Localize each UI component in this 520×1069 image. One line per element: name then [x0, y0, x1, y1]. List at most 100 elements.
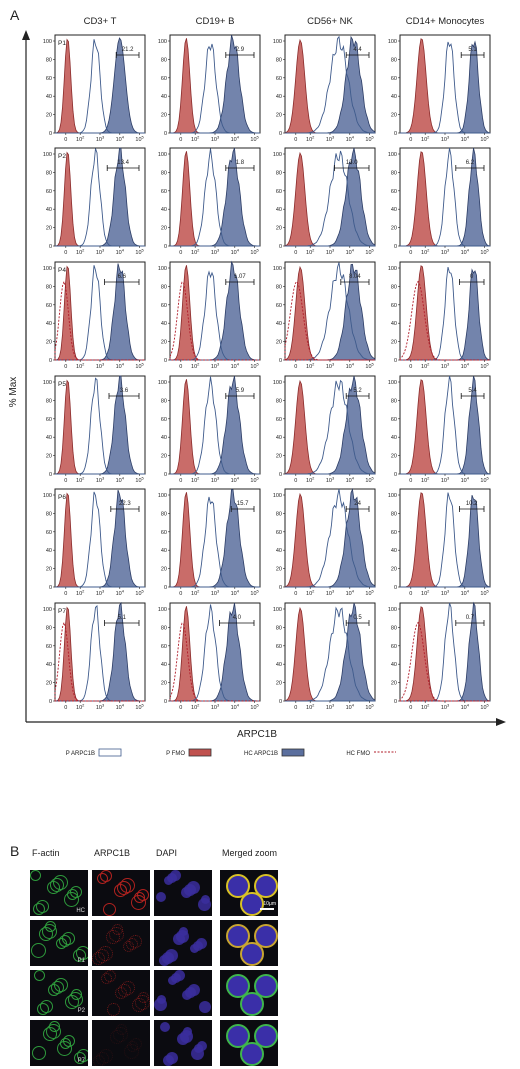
legend-label: HC FMO — [346, 751, 370, 757]
y-tick-label: 60 — [46, 530, 52, 536]
x-axis-label: ARPC1B — [237, 729, 277, 740]
p-arpc1b-histogram — [400, 147, 490, 247]
y-tick-label: 80 — [276, 284, 282, 290]
y-tick-label: 40 — [161, 548, 167, 554]
y-tick-label: 20 — [46, 340, 52, 346]
y-tick-label: 20 — [391, 681, 397, 687]
y-tick-label: 100 — [388, 39, 397, 45]
y-tick-label: 100 — [388, 152, 397, 158]
y-tick-label: 20 — [161, 681, 167, 687]
x-tick-label: 105 — [365, 589, 374, 598]
y-tick-label: 60 — [276, 644, 282, 650]
x-tick-label: 105 — [250, 362, 259, 371]
x-tick-label: 104 — [231, 476, 240, 485]
cell-spot — [31, 943, 46, 958]
y-tick-label: 20 — [161, 226, 167, 232]
y-tick-label: 0 — [394, 699, 397, 705]
cell-spot — [104, 970, 116, 982]
x-tick-label: 104 — [231, 135, 240, 144]
histogram-panel: 2.9 0 20 40 60 80 100 0 102 103 104 105 — [158, 34, 261, 144]
x-tick-label: 105 — [135, 589, 144, 598]
gate-percent-label: 1.8 — [236, 160, 245, 166]
x-tick-label: 104 — [346, 476, 355, 485]
p-arpc1b-histogram — [400, 375, 490, 475]
x-tick-label: 105 — [135, 135, 144, 144]
x-tick-label: 103 — [441, 589, 450, 598]
y-tick-label: 60 — [161, 303, 167, 309]
row-label: P6 — [58, 494, 66, 501]
microscopy-column-label: DAPI — [156, 848, 178, 858]
y-tick-label: 0 — [394, 472, 397, 478]
cell-spot — [165, 949, 178, 962]
p-arpc1b-histogram — [400, 492, 490, 588]
row-label: P5 — [58, 381, 66, 388]
histogram-panel: 8.04 0 20 40 60 80 100 0 102 103 104 105 — [273, 261, 376, 370]
row-label: P1 — [58, 40, 66, 47]
p-arpc1b-histogram — [285, 606, 376, 702]
cell-spot — [170, 870, 181, 881]
x-tick-label: 0 — [64, 250, 67, 256]
gate-percent-label: 5.1 — [468, 47, 477, 53]
gate-percent-label: 5.9 — [236, 388, 245, 394]
x-tick-label: 102 — [191, 362, 200, 371]
y-tick-label: 0 — [279, 358, 282, 364]
y-tick-label: 60 — [46, 303, 52, 309]
y-tick-label: 20 — [391, 454, 397, 460]
cell-spot — [32, 1046, 46, 1060]
cell-spot — [103, 903, 116, 916]
p-arpc1b-histogram — [55, 377, 145, 475]
y-tick-label: 0 — [164, 699, 167, 705]
x-axis-arrowhead — [496, 718, 506, 726]
gate-percent-label: 15.7 — [237, 501, 249, 507]
cell-spot — [160, 1022, 170, 1032]
x-tick-label: 105 — [250, 476, 259, 485]
x-tick-label: 0 — [409, 364, 412, 370]
histogram-panel: 24 0 20 40 60 80 100 0 102 103 104 105 — [273, 487, 376, 598]
microscopy-image: P7 — [30, 1020, 88, 1066]
y-tick-label: 40 — [276, 548, 282, 554]
y-tick-label: 0 — [164, 358, 167, 364]
x-tick-label: 103 — [96, 135, 105, 144]
y-tick-label: 60 — [46, 189, 52, 195]
x-tick-label: 104 — [346, 248, 355, 257]
y-tick-label: 80 — [276, 57, 282, 63]
gate-percent-label: 22.3 — [119, 501, 131, 507]
microscopy-image — [154, 970, 212, 1016]
gate-percent-label: 5.1 — [118, 615, 127, 621]
x-tick-label: 102 — [306, 135, 315, 144]
y-tick-label: 40 — [46, 321, 52, 327]
histogram-panel: 13.0 0 20 40 60 80 100 0 102 103 104 105 — [273, 147, 376, 257]
p-arpc1b-histogram — [170, 43, 260, 134]
y-tick-label: 40 — [161, 321, 167, 327]
cell-spot — [196, 938, 207, 949]
y-tick-label: 100 — [388, 493, 397, 499]
x-tick-label: 102 — [421, 135, 430, 144]
gate-percent-label: 13.4 — [117, 160, 129, 166]
x-tick-label: 104 — [461, 362, 470, 371]
panel-b-letter: B — [10, 843, 19, 859]
gate-percent-label: 0.5 — [353, 615, 362, 621]
cell-spot — [129, 935, 142, 948]
gate-percent-label: 6.2 — [466, 160, 475, 166]
y-tick-label: 40 — [161, 94, 167, 100]
row-label: P7 — [58, 608, 66, 615]
cell-spot — [30, 870, 41, 881]
y-tick-label: 20 — [391, 567, 397, 573]
cell-spot — [45, 921, 56, 932]
x-tick-label: 104 — [461, 589, 470, 598]
cell-spot — [116, 1024, 127, 1035]
x-tick-label: 0 — [409, 137, 412, 143]
y-axis-arrowhead — [22, 30, 30, 40]
x-tick-label: 103 — [211, 476, 220, 485]
y-tick-label: 80 — [276, 398, 282, 404]
x-tick-label: 102 — [76, 476, 85, 485]
cell-spot — [174, 970, 185, 981]
y-tick-label: 100 — [158, 152, 167, 158]
x-tick-label: 104 — [346, 703, 355, 712]
x-tick-label: 104 — [116, 362, 125, 371]
x-tick-label: 102 — [191, 135, 200, 144]
y-tick-label: 40 — [391, 548, 397, 554]
y-tick-label: 80 — [161, 398, 167, 404]
x-tick-label: 104 — [116, 703, 125, 712]
